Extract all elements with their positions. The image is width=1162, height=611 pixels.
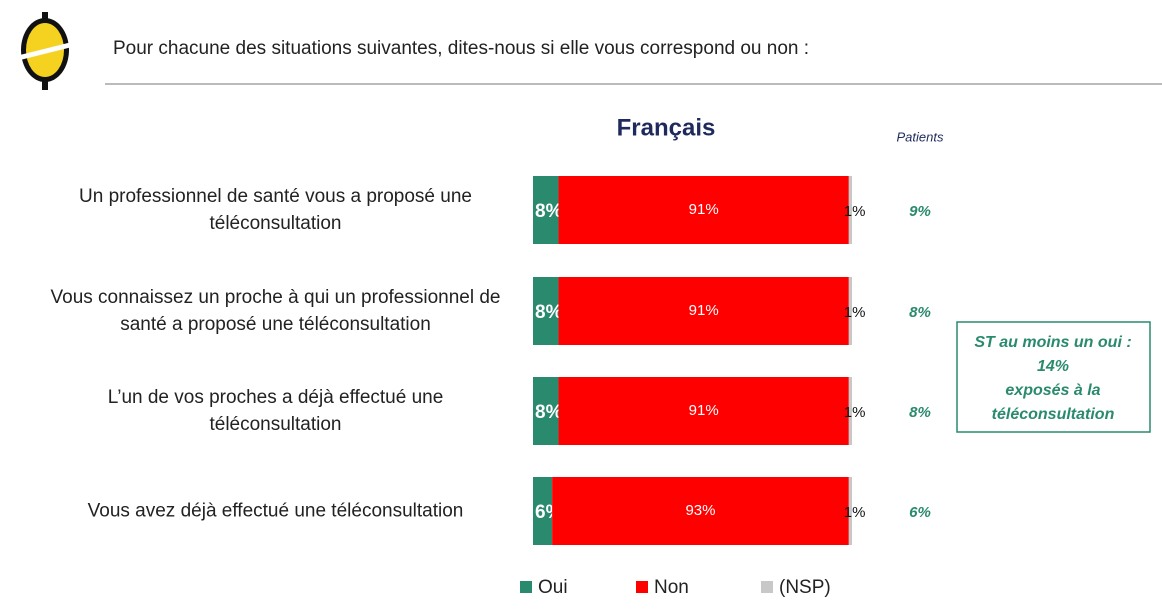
- value-label: 91%: [689, 201, 719, 218]
- note-box: [956, 321, 1151, 433]
- question: Pour chacune des situations suivantes, d…: [113, 38, 809, 59]
- note-line: téléconsultation: [992, 406, 1115, 423]
- bar-segment: [848, 176, 852, 244]
- bar-segment: [848, 377, 852, 445]
- legend-label: (NSP): [779, 577, 831, 598]
- value-label: 8%: [535, 402, 563, 423]
- legend-swatch: [636, 581, 648, 593]
- bar-segment: [558, 277, 849, 345]
- bar-segment: [848, 477, 852, 545]
- patients-value: 9%: [909, 203, 931, 220]
- bar-segment: [533, 477, 553, 545]
- legend-label: Non: [654, 577, 689, 598]
- value-label: 1%: [844, 404, 866, 421]
- category-label: Un professionnel de santé vous a proposé…: [79, 186, 472, 234]
- value-label: 93%: [685, 502, 715, 519]
- logo: [17, 12, 75, 90]
- category-label: Vous avez déjà effectué une téléconsulta…: [87, 500, 464, 522]
- patients-value: 8%: [909, 404, 931, 421]
- category-label: Vous connaissez un proche à qui un profe…: [50, 287, 501, 335]
- note-line: exposés à la: [1005, 382, 1100, 399]
- bar-segment: [558, 377, 849, 445]
- bar-segment: [552, 477, 849, 545]
- note-line: ST au moins un oui :: [974, 334, 1131, 351]
- bar-segment: [558, 176, 849, 244]
- value-label: 91%: [689, 402, 719, 419]
- value-label: 91%: [689, 302, 719, 319]
- value-label: 8%: [535, 201, 563, 222]
- value-label: 1%: [844, 304, 866, 321]
- legend-label: Oui: [538, 577, 568, 598]
- legend-swatch: [520, 581, 532, 593]
- bar-segment: [848, 277, 852, 345]
- bar-segment: [533, 176, 559, 244]
- note-line: 14%: [1037, 358, 1069, 375]
- legend-swatch: [761, 581, 773, 593]
- patients-value: 6%: [909, 504, 931, 521]
- bar-segment: [533, 277, 559, 345]
- value-label: 1%: [844, 504, 866, 521]
- bar-segment: [533, 377, 559, 445]
- chart-title: Français: [617, 114, 716, 141]
- value-label: 8%: [535, 302, 563, 323]
- patients-title: Patients: [897, 129, 944, 144]
- value-label: 1%: [844, 203, 866, 220]
- patients-value: 8%: [909, 304, 931, 321]
- category-label: L’un de vos proches a déjà effectué une …: [107, 387, 444, 435]
